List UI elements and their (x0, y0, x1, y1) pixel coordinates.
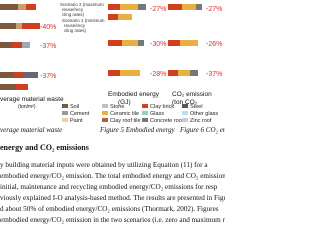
axis-label: verage material waste (0, 96, 64, 103)
page: Scenario 2 (maximum reuse/recy cling rat… (0, 0, 225, 225)
section-heading: energy and CO₂ emissions (0, 143, 89, 152)
legend-swatch (62, 118, 68, 122)
axis-unit: (ton/m²) (18, 104, 36, 110)
percent-label: -37% (206, 71, 222, 78)
legend-label: Ceramic tile (110, 111, 139, 117)
legend-swatch (102, 111, 108, 115)
annotation: cling rates) (64, 28, 87, 33)
text-line: y building material inputs were obtained… (0, 161, 208, 169)
text-line: d about 50% of embodied energy/CO₂ emiss… (0, 205, 219, 213)
text-line: viously explained I-O analysis-based met… (0, 194, 225, 202)
annotation: Scenario 1 (minimum (62, 18, 105, 23)
legend-label: Paint (70, 118, 83, 124)
percent-label: -27% (150, 6, 166, 13)
legend-label: Concrete roof (150, 118, 184, 124)
legend-label: Stone (110, 104, 124, 110)
paragraph: y building material inputs were obtained… (0, 161, 225, 224)
middle-bars (108, 4, 146, 76)
text-line: embodied energy/CO₂ emission in the two … (0, 216, 225, 224)
annotation: Scenario 2 (maximum (60, 2, 104, 7)
legend-swatch (182, 118, 188, 122)
legend-label: Clay roof tile (110, 118, 141, 124)
legend-swatch (102, 104, 108, 108)
percent-label: -40% (40, 24, 56, 31)
legend-swatch (62, 104, 68, 108)
legend-label: Steel (190, 104, 203, 110)
percent-label: -26% (206, 41, 222, 48)
legend-label: Glass (150, 111, 164, 117)
legend-swatch (62, 111, 68, 115)
legend-label: Clay brick (150, 104, 174, 110)
legend-swatch (142, 118, 148, 122)
legend-label: Cement (70, 111, 90, 117)
annotation: cling rates) (62, 12, 85, 17)
legend-label: Soil (70, 104, 79, 110)
legend-swatch (182, 104, 188, 108)
right-bars (168, 4, 202, 76)
legend-swatch (142, 104, 148, 108)
bars (0, 4, 202, 90)
axis-unit: (GJ) (118, 99, 131, 106)
axis-label: CO₂ emission (172, 91, 212, 98)
percent-label: -28% (150, 71, 166, 78)
annotation: reuse/recy (64, 23, 86, 28)
percent-label: -37% (40, 43, 56, 50)
legend-swatch (102, 118, 108, 122)
legend: Soil Stone Clay brick Steel Cement Ceramic ti… (62, 104, 218, 124)
text-line: embodied energy/CO₂ emission. The total … (0, 172, 225, 180)
percent-label: -37% (40, 73, 56, 80)
left-bars (0, 4, 40, 90)
annotation: reuse/recy (62, 7, 84, 12)
text-line: initial, maintenance and recycling embod… (0, 183, 218, 191)
caption: verage material waste (0, 126, 62, 134)
caption: Figure 5 Embodied energy (99, 126, 176, 134)
axis-label: Embodied energy (108, 91, 160, 98)
legend-swatch (182, 111, 188, 115)
legend-swatch (142, 111, 148, 115)
axis-unit: (ton CO₂ (172, 99, 198, 106)
percent-label: -30% (150, 41, 166, 48)
legend-label: Other glass (190, 111, 218, 117)
legend-label: Zinc roof (190, 118, 212, 124)
caption: Figure 6 CO₂ emi (179, 126, 225, 134)
percent-label: -27% (206, 6, 222, 13)
